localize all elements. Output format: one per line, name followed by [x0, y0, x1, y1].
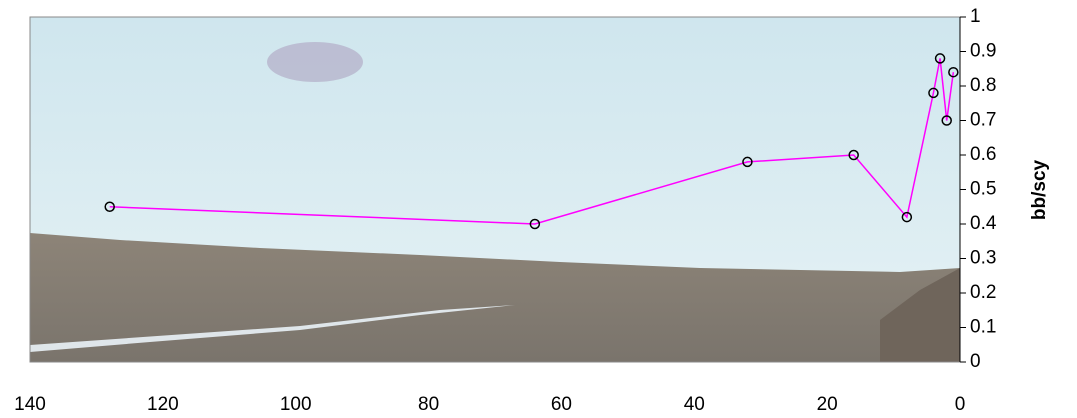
x-tick-label: 40 — [684, 394, 705, 415]
y-tick-label: 0.4 — [970, 213, 997, 234]
x-tick-label: 20 — [817, 394, 838, 415]
y-tick-label: 0.8 — [970, 75, 996, 96]
x-tick-label: 140 — [14, 394, 46, 415]
chart: bb/scy 0 0.1 0.2 0.3 0.4 0.5 0.6 0.7 0.8 0.9 1 140 1… — [0, 0, 1077, 418]
y-tick-label: 0.9 — [970, 41, 996, 62]
y-tick-label: 0.6 — [970, 144, 996, 165]
y-tick-label: 0.1 — [970, 317, 996, 338]
x-tick-label: 0 — [955, 394, 966, 415]
x-tick-label: 100 — [280, 394, 312, 415]
y-tick-label: 0.7 — [970, 110, 996, 131]
y-tick-label: 0.5 — [970, 179, 996, 200]
y-tick-label: 0 — [970, 351, 981, 372]
x-tick-label: 120 — [147, 394, 179, 415]
y-axis-label: bb/scy — [1029, 159, 1050, 220]
x-tick-label: 60 — [551, 394, 572, 415]
background-photo — [30, 17, 960, 362]
y-tick-label: 1 — [970, 6, 981, 27]
y-tick-label: 0.2 — [970, 282, 996, 303]
x-tick-label: 80 — [418, 394, 439, 415]
y-tick-label: 0.3 — [970, 248, 996, 269]
